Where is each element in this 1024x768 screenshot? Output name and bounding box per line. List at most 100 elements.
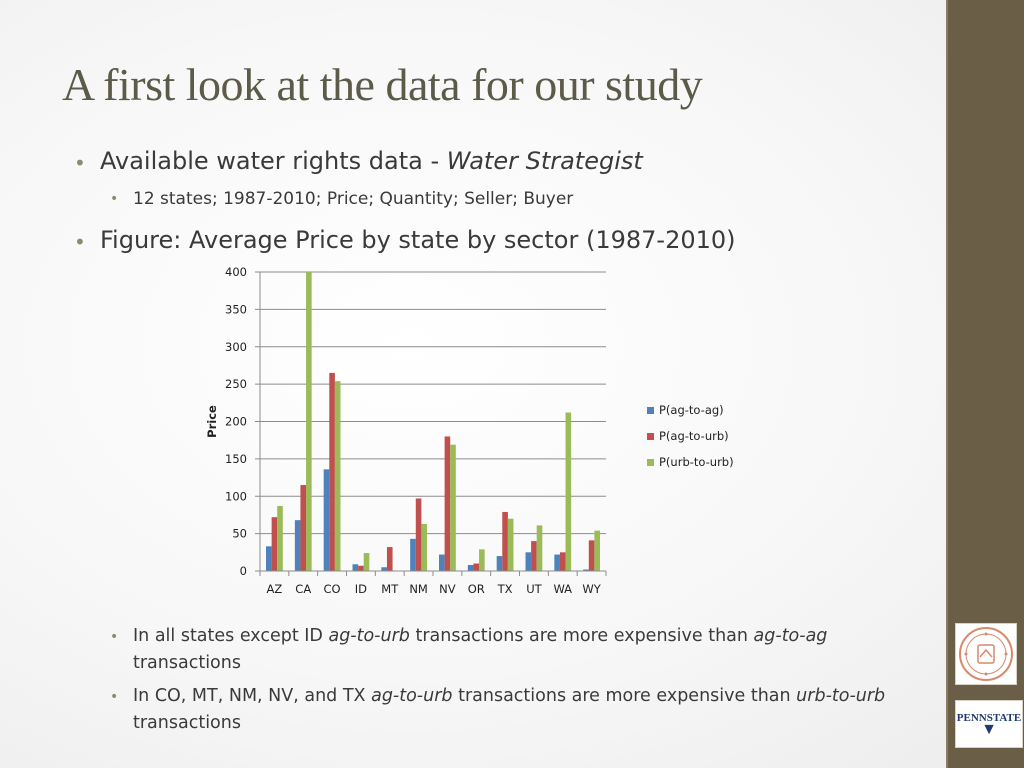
legend-swatch-1 <box>647 432 654 440</box>
legend-label-0: P(ag-to-ag) <box>659 403 724 417</box>
x-tick-label-or: OR <box>468 582 485 596</box>
bar-wy-1 <box>588 540 595 571</box>
bar-tx-0 <box>496 556 503 571</box>
legend-swatch-0 <box>647 406 654 414</box>
data-source-name: Water Strategist <box>446 147 643 175</box>
legend-swatch-2 <box>647 458 654 466</box>
legend-item-2: P(urb-to-urb) <box>647 449 734 475</box>
bar-ca-0 <box>294 520 301 571</box>
pennstate-logo: PENNSTATE ▼ <box>955 700 1023 748</box>
legend-label-1: P(ag-to-urb) <box>659 429 729 443</box>
x-tick-label-id: ID <box>355 582 367 596</box>
y-tick-label-300: 300 <box>225 340 247 354</box>
note-2-em1: ag-to-urb <box>371 686 453 706</box>
chart-bars <box>266 272 600 571</box>
note-2-pre: In CO, MT, NM, NV, and TX <box>133 686 372 706</box>
bar-or-1 <box>473 563 480 571</box>
y-tick-label-100: 100 <box>225 489 247 503</box>
sub-bullet-dot: • <box>110 629 119 645</box>
note-id-comparison: In all states except ID ag-to-urb transa… <box>133 623 903 677</box>
y-axis-ticks: 0 50 100 150 200 250 300 350 400 <box>225 265 260 578</box>
y-tick-label-0: 0 <box>240 564 247 578</box>
legend-item-0: P(ag-to-ag) <box>647 397 734 423</box>
x-tick-label-mt: MT <box>381 582 399 596</box>
x-tick-label-nv: NV <box>439 582 456 596</box>
chart-legend: P(ag-to-ag) P(ag-to-urb) P(urb-to-urb) <box>647 397 734 475</box>
bullet-figure-caption: Figure: Average Price by state by sector… <box>100 226 736 254</box>
y-tick-label-50: 50 <box>232 527 247 541</box>
legend-item-1: P(ag-to-urb) <box>647 423 734 449</box>
bar-co-1 <box>329 372 335 571</box>
x-tick-label-co: CO <box>324 582 341 596</box>
university-seal-logo <box>955 623 1017 685</box>
note-1-pre: In all states except ID <box>133 626 329 646</box>
bar-ca-1 <box>300 485 307 571</box>
y-tick-label-200: 200 <box>225 415 247 429</box>
sub-bullet-dot: • <box>110 689 119 705</box>
chart-gridlines <box>260 271 606 535</box>
seal-emblem-icon <box>959 627 1013 681</box>
bullet-available-data: Available water rights data - Water Stra… <box>100 147 643 175</box>
pennstate-shield-icon: ▼ <box>981 721 997 738</box>
note-1-em1: ag-to-urb <box>328 626 410 646</box>
bullet-dot: • <box>74 151 86 175</box>
bar-or-2 <box>479 549 485 571</box>
y-axis-label: Price <box>205 405 219 438</box>
y-tick-label-400: 400 <box>225 265 247 279</box>
x-tick-label-az: AZ <box>267 582 283 596</box>
x-tick-label-tx: TX <box>497 582 513 596</box>
x-tick-label-wy: WY <box>582 582 601 596</box>
bar-nm-0 <box>410 538 416 571</box>
note-1-post: transactions <box>133 653 241 673</box>
sub-bullet-dot: • <box>110 191 119 207</box>
bar-wa-1 <box>559 552 566 571</box>
note-2-em2: urb-to-urb <box>796 686 886 706</box>
x-tick-label-nm: NM <box>409 582 428 596</box>
bullet-available-data-text: Available water rights data - <box>100 147 447 175</box>
price-bar-chart: 0 50 100 150 200 250 300 350 400 AZ CA CO ID MT NM NV O… <box>205 265 607 596</box>
x-tick-label-ca: CA <box>295 582 311 596</box>
bar-wa-0 <box>554 554 560 571</box>
y-tick-label-150: 150 <box>225 452 247 466</box>
bar-tx-1 <box>502 511 508 571</box>
x-tick-label-ut: UT <box>526 582 542 596</box>
bar-tx-2 <box>507 518 514 571</box>
note-2-mid: transactions are more expensive than <box>452 686 797 706</box>
bar-wa-2 <box>565 412 572 571</box>
bar-nm-2 <box>421 523 427 571</box>
bar-wy-2 <box>594 530 600 571</box>
bar-co-2 <box>334 381 341 571</box>
bar-co-0 <box>323 469 330 571</box>
bar-nv-1 <box>444 436 451 571</box>
sub-bullet-fields: 12 states; 1987-2010; Price; Quantity; S… <box>133 189 574 209</box>
bar-mt-1 <box>386 547 393 571</box>
legend-label-2: P(urb-to-urb) <box>659 455 734 469</box>
bar-or-0 <box>467 565 474 571</box>
note-1-mid: transactions are more expensive than <box>409 626 754 646</box>
bar-ut-2 <box>536 525 543 571</box>
bar-az-2 <box>277 505 283 571</box>
x-tick-label-wa: WA <box>553 582 572 596</box>
bar-id-1 <box>358 565 364 571</box>
bar-id-0 <box>352 564 359 571</box>
bar-nm-1 <box>415 498 422 571</box>
bar-az-1 <box>271 517 278 571</box>
bar-ut-1 <box>531 541 537 571</box>
y-tick-label-350: 350 <box>225 302 247 316</box>
x-axis-ticks: AZ CA CO ID MT NM NV OR TX UT WA WY <box>259 571 607 596</box>
bar-id-2 <box>363 553 370 571</box>
bar-ca-2 <box>306 272 312 571</box>
slide-title: A first look at the data for our study <box>62 59 703 110</box>
bar-az-0 <box>266 546 272 571</box>
bar-nv-0 <box>439 554 445 571</box>
bullet-dot: • <box>74 230 86 254</box>
bar-ut-0 <box>525 552 532 571</box>
note-2-post: transactions <box>133 713 241 733</box>
pennstate-wordmark: PENNSTATE <box>956 712 1022 724</box>
bar-wy-0 <box>583 569 589 571</box>
bar-mt-0 <box>381 567 387 571</box>
note-1-em2: ag-to-ag <box>753 626 828 646</box>
bar-nv-2 <box>450 444 456 571</box>
note-urb-comparison: In CO, MT, NM, NV, and TX ag-to-urb tran… <box>133 683 903 737</box>
side-bar-edge <box>946 0 948 768</box>
